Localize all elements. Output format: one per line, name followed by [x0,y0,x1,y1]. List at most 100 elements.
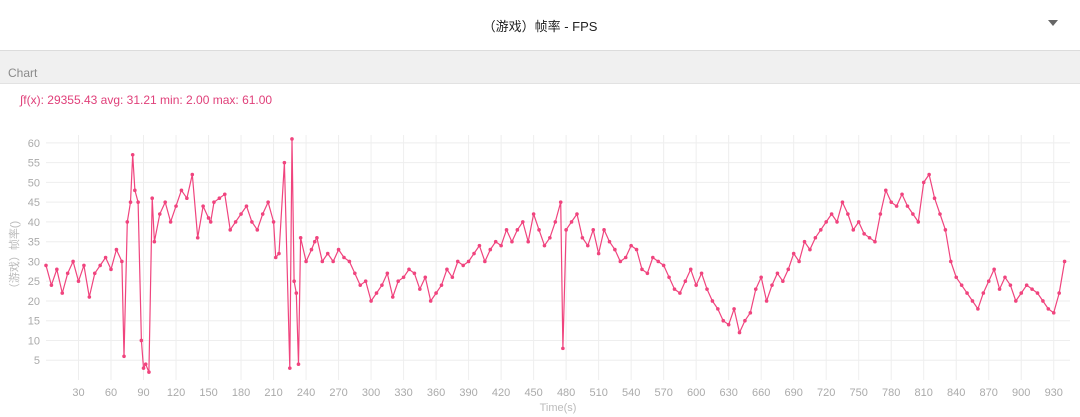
data-point [466,259,471,264]
data-point [396,279,400,284]
data-point [824,220,828,224]
data-point [114,247,119,252]
data-point [292,279,296,284]
x-tick-label: 420 [492,387,510,399]
y-tick-label: 55 [28,158,40,170]
data-point [726,322,731,327]
chart-selector[interactable]: （游戏）帧率 - FPS [0,0,1080,51]
data-point [623,255,628,260]
section-header: Chart [0,51,1080,84]
data-point [537,228,541,232]
data-point [678,291,682,295]
data-point [840,200,845,204]
data-point [580,235,585,240]
data-point [710,299,715,303]
x-axis-label: Time(s) [540,402,577,414]
data-point [1024,283,1029,287]
data-point [290,137,294,141]
x-tick-label: 120 [167,387,185,399]
data-point [699,271,704,276]
data-point [856,220,861,224]
data-point [569,220,574,224]
data-point [688,267,693,272]
data-point [531,212,536,216]
data-point [423,275,428,280]
data-point [273,255,278,260]
data-point [294,291,299,295]
y-tick-label: 50 [28,177,40,189]
data-point [163,200,167,204]
data-point [797,259,801,264]
x-tick-label: 690 [785,387,803,399]
data-point [109,267,113,272]
x-tick-label: 210 [264,387,282,399]
data-point [873,239,877,244]
data-point [271,220,276,224]
data-point [883,188,888,193]
data-point [504,228,509,232]
x-tick-label: 930 [1045,387,1063,399]
data-point [325,251,330,256]
data-point [862,231,866,236]
data-point [125,220,130,224]
data-point [472,251,476,256]
data-point [585,243,590,248]
data-point [1003,275,1007,280]
data-point [640,267,644,272]
data-point [288,366,292,370]
data-point [970,299,975,303]
x-tick-label: 480 [557,387,575,399]
data-point [103,255,108,260]
data-point [296,362,301,366]
x-tick-label: 810 [915,387,933,399]
data-point [195,235,200,240]
data-point [168,220,173,224]
data-point [591,228,596,232]
data-point [976,307,980,311]
data-point [759,275,763,280]
data-point [775,271,780,276]
data-point [312,239,317,244]
x-tick-label: 360 [427,387,445,399]
data-point [932,196,937,201]
data-point [76,279,81,284]
data-point [943,228,948,232]
data-point [87,295,92,299]
data-point [894,204,899,208]
data-point [954,275,959,280]
data-point [1051,311,1056,315]
data-point [309,247,314,252]
data-point [949,259,953,264]
data-point [927,172,931,177]
chevron-down-icon[interactable] [1048,20,1058,26]
x-tick-label: 270 [329,387,347,399]
data-point [488,247,493,252]
data-point [122,354,126,359]
data-point [233,220,238,224]
data-point [1019,291,1024,295]
x-tick-label: 870 [980,387,998,399]
data-point [55,267,59,272]
data-point [380,283,384,287]
data-point [716,307,720,311]
data-point [201,204,205,208]
x-tick-label: 750 [850,387,868,399]
data-point [889,200,894,204]
stats-summary: ∫f(x): 29355.43 avg: 31.21 min: 2.00 max… [20,93,273,107]
data-point [542,243,547,248]
y-tick-label: 30 [28,256,40,268]
x-tick-label: 30 [72,387,84,399]
data-point [553,220,558,224]
y-tick-label: 45 [28,197,40,209]
data-point [282,160,287,165]
data-point [656,259,661,264]
x-tick-label: 180 [232,387,250,399]
data-point [743,318,747,323]
x-tick-label: 510 [589,387,607,399]
y-tick-label: 60 [28,138,40,150]
data-point [515,228,520,232]
data-point [390,295,395,299]
x-tick-label: 720 [817,387,835,399]
data-point [770,283,774,287]
data-point [651,255,655,260]
